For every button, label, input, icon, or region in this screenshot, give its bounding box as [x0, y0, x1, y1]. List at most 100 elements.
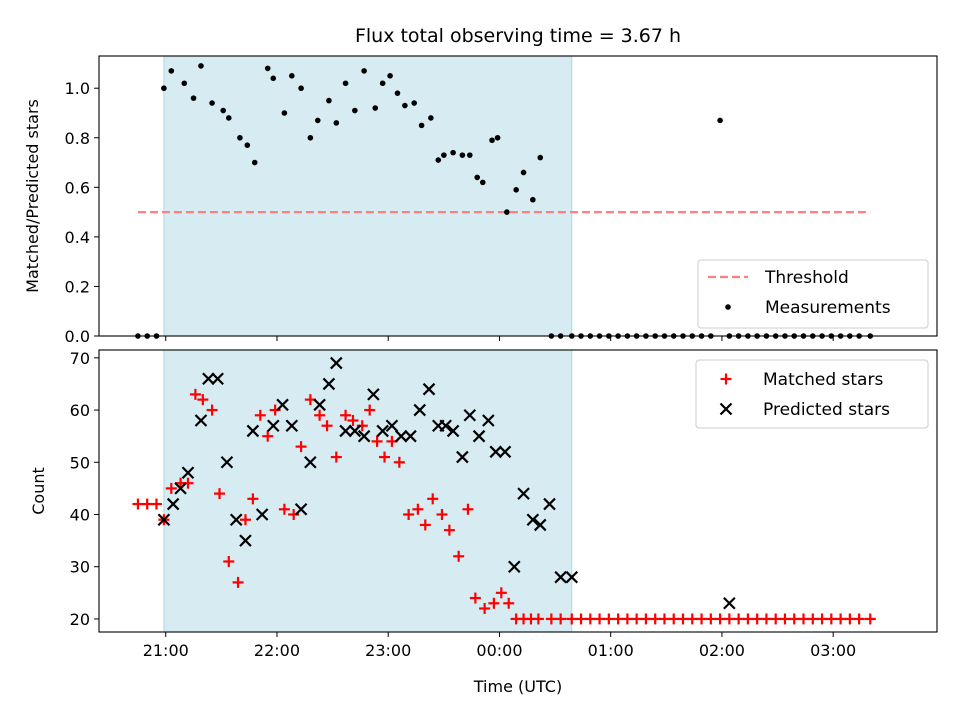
predicted-star-point	[554, 570, 567, 584]
predicted-star-point	[394, 429, 408, 443]
matched-star-point	[278, 503, 290, 515]
matched-star-point	[453, 550, 465, 562]
measurement-point	[504, 209, 510, 215]
matched-star-point	[844, 613, 856, 625]
top-panel: 0.0 0.2 0.4 0.6 0.8 1.0 Flux total observing …	[23, 25, 938, 346]
matched-star-point	[247, 493, 259, 505]
predicted-star-point	[348, 424, 362, 438]
predicted-star-point	[526, 513, 540, 527]
matched-star-point	[321, 420, 333, 432]
matched-star-point	[443, 524, 455, 536]
predicted-star-point	[456, 450, 469, 464]
bottom-legend: Matched stars Predicted stars	[695, 359, 929, 429]
measurement-point	[372, 105, 379, 111]
predicted-star-point	[385, 419, 399, 433]
predicted-star-point	[339, 424, 352, 438]
predicted-star-point	[498, 445, 512, 459]
predicted-star-point	[357, 429, 371, 443]
matched-star-point	[825, 613, 837, 625]
matched-star-point	[816, 613, 828, 625]
measurement-point	[520, 169, 527, 176]
measurement-point	[314, 117, 321, 124]
matched-star-point	[132, 498, 144, 510]
bottom-axes-frame	[98, 349, 938, 633]
matched-star-point	[594, 613, 606, 625]
predicted-star-point	[229, 513, 243, 527]
matched-star-point	[584, 613, 596, 625]
predicted-star-point	[376, 424, 389, 438]
x-axis-label: Time (UTC)	[473, 677, 562, 696]
measurement-point	[428, 115, 434, 121]
matched-star-point	[668, 613, 680, 625]
measurement-point	[402, 102, 408, 109]
y-tick-label: 70	[70, 349, 90, 368]
x-tick-label: 23:00	[365, 641, 411, 660]
predicted-star-point	[565, 570, 579, 584]
measurement-point	[237, 134, 243, 141]
predicted-star-point	[413, 403, 427, 417]
predicted-star-point	[482, 414, 495, 427]
chart-title: Flux total observing time = 3.67 h	[355, 25, 681, 47]
predicted-star-point	[157, 513, 171, 527]
measurement-point	[326, 97, 332, 104]
measurement-point	[244, 142, 251, 149]
measurement-point	[717, 117, 723, 124]
measurement-point	[264, 65, 271, 72]
measurement-point	[181, 80, 188, 87]
matched-star-point	[545, 613, 557, 625]
matched-star-point	[751, 613, 763, 625]
measurement-point	[411, 100, 417, 106]
predicted-star-point	[211, 372, 224, 386]
x-tick-label: 02:00	[699, 641, 745, 660]
matched-star-point	[403, 509, 415, 520]
predicted-star-point	[463, 408, 477, 422]
matched-star-point	[835, 613, 847, 625]
matched-star-point	[479, 603, 491, 614]
matched-star-point	[807, 613, 819, 625]
matched-star-point	[412, 503, 424, 515]
matched-star-point	[779, 613, 791, 625]
bottom-legend-box	[695, 359, 929, 429]
matched-star-points	[132, 388, 876, 625]
matched-star-point	[612, 613, 624, 625]
matched-star-point	[853, 613, 865, 625]
matched-star-point	[469, 592, 481, 604]
predicted-star-point	[255, 508, 269, 521]
matched-star-point	[462, 503, 474, 515]
predicted-star-point	[166, 497, 180, 511]
predicted-star-point	[439, 419, 452, 433]
measurement-point	[289, 73, 295, 79]
matched-star-point	[232, 576, 244, 588]
measurement-point	[298, 85, 304, 92]
predicted-star-point	[304, 455, 317, 469]
measurement-point	[450, 149, 456, 156]
measurement-point	[479, 179, 486, 186]
measurement-point	[270, 75, 277, 82]
predicted-star-point	[194, 414, 208, 427]
predicted-star-point	[181, 466, 195, 480]
matched-star-point	[314, 409, 326, 421]
y-tick-label: 0.2	[65, 277, 90, 296]
measurement-point	[225, 115, 232, 121]
matched-star-point	[364, 404, 376, 416]
legend-predicted-marker	[719, 402, 733, 416]
predicted-star-point	[723, 596, 736, 610]
matched-star-point	[189, 388, 201, 400]
matched-star-point	[575, 613, 587, 625]
matched-star-point	[864, 613, 876, 625]
predicted-star-point	[285, 419, 299, 433]
matched-star-point	[658, 613, 670, 625]
predicted-star-point	[533, 518, 547, 532]
matched-star-point	[262, 430, 274, 442]
measurement-point	[342, 80, 349, 87]
top-legend: Threshold Measurements	[697, 259, 929, 329]
predicted-star-point	[543, 497, 556, 511]
matched-star-point	[150, 498, 162, 510]
matched-star-point	[239, 514, 251, 526]
legend-matched-marker	[720, 373, 732, 385]
predicted-star-point	[313, 398, 326, 412]
y-tick-label: 0.6	[65, 178, 90, 197]
matched-star-point	[723, 613, 735, 625]
measurement-point	[459, 152, 466, 158]
